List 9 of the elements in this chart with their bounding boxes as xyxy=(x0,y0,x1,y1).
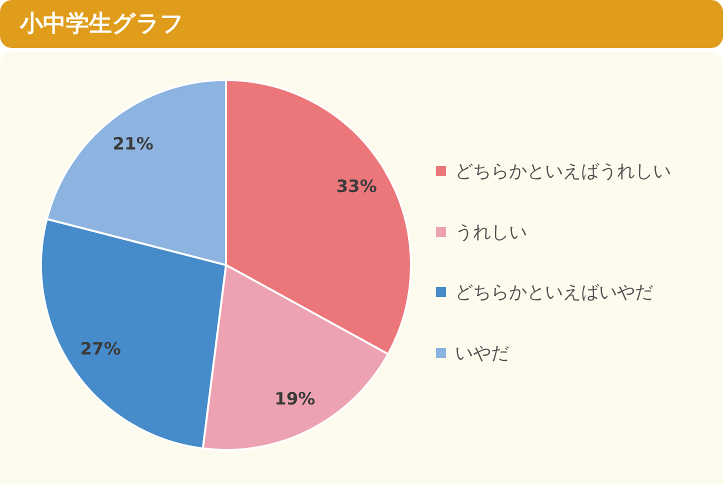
data-label: 19% xyxy=(274,390,316,410)
legend-label: いやだ xyxy=(455,342,509,365)
legend-label: どちらかといえばいやだ xyxy=(455,281,653,304)
data-label: 21% xyxy=(112,134,154,155)
chart-title: 小中学生グラフ xyxy=(20,10,184,39)
data-label: 27% xyxy=(80,340,121,360)
data-label: 33% xyxy=(336,177,377,198)
legend-label: うれしい xyxy=(455,220,527,244)
legend-label: どちらかといえばうれしい xyxy=(455,160,671,184)
